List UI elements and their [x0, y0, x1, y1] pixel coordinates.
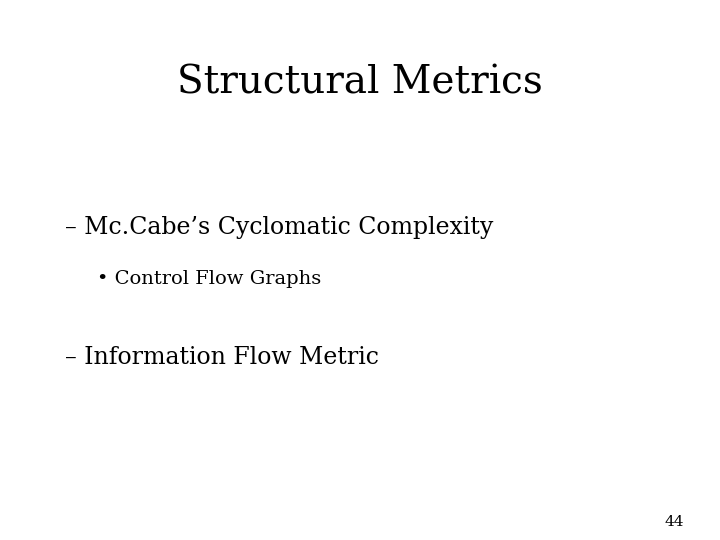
Text: • Control Flow Graphs: • Control Flow Graphs: [97, 270, 321, 288]
Text: 44: 44: [665, 515, 684, 529]
Text: Structural Metrics: Structural Metrics: [177, 65, 543, 102]
Text: – Information Flow Metric: – Information Flow Metric: [65, 346, 379, 369]
Text: – Mc.Cabe’s Cyclomatic Complexity: – Mc.Cabe’s Cyclomatic Complexity: [65, 216, 493, 239]
